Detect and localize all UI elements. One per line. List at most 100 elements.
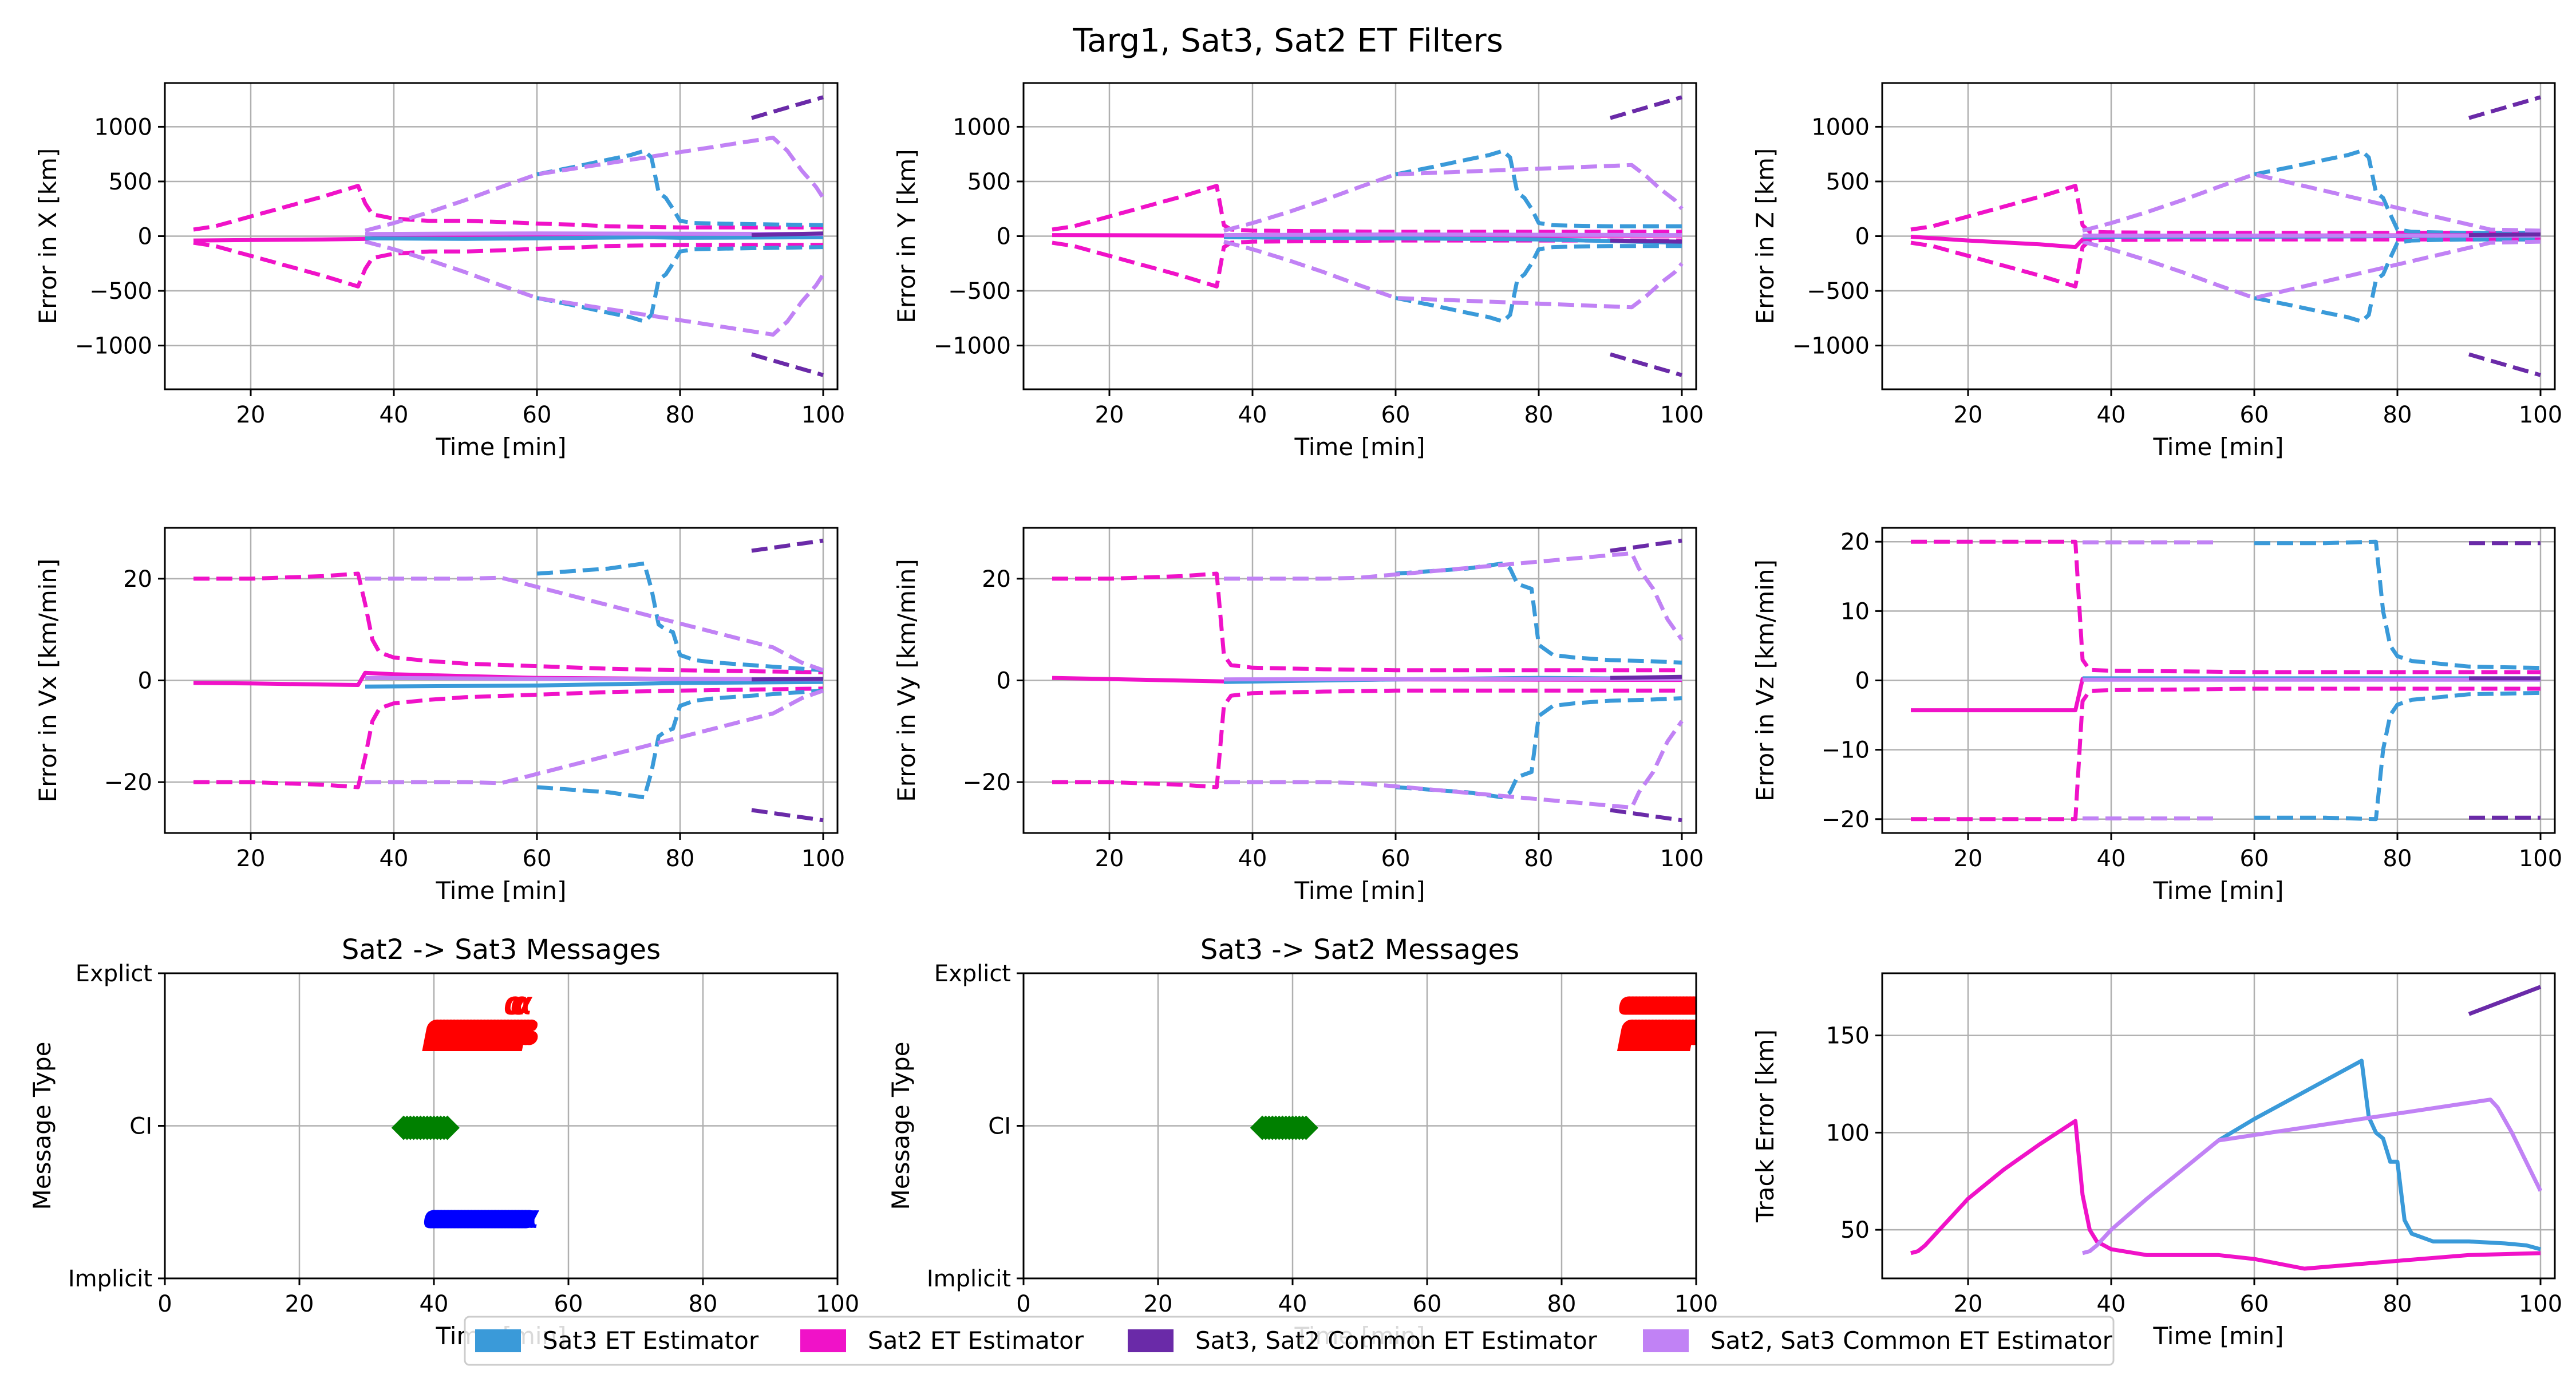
- lower-bound-common32: [751, 352, 824, 377]
- y-tick-label: −500: [89, 278, 152, 305]
- legend-swatch: [1643, 1329, 1689, 1352]
- message-marker: ◆: [418, 1107, 443, 1144]
- y-axis-label: Error in Vy [km/min]: [892, 559, 920, 802]
- message-marker: ◆: [415, 1107, 440, 1144]
- message-marker: α: [1675, 985, 1697, 1022]
- message-marker: α: [504, 1198, 526, 1235]
- x-tick-label: 80: [1547, 1291, 1577, 1317]
- upper-bound-sat3: [1395, 149, 1682, 228]
- y-tick-label: Explict: [76, 961, 152, 987]
- message-marker: α: [1662, 985, 1684, 1022]
- y-tick-label: Explict: [934, 961, 1011, 987]
- series-line-sat2: [1910, 1119, 2541, 1271]
- message-marker: β: [425, 1016, 449, 1053]
- message-marker: α: [457, 1198, 479, 1235]
- lower-bound-sat2: [1911, 686, 2541, 822]
- upper-bound-sat2: [193, 571, 824, 674]
- message-marker: α: [440, 1198, 462, 1235]
- message-marker: β: [429, 1016, 452, 1053]
- y-tick-label: 0: [138, 224, 152, 250]
- message-marker: β: [1677, 1016, 1701, 1053]
- plot-area: [1052, 538, 1684, 823]
- message-marker: α: [1682, 985, 1704, 1022]
- message-marker: α: [443, 1198, 465, 1235]
- upper-bound-sat3: [1395, 561, 1682, 665]
- message-marker: β: [435, 1016, 459, 1053]
- lower-bound-common32: [751, 808, 824, 823]
- y-tick-label: 50: [1840, 1217, 1870, 1243]
- message-marker: α: [460, 1198, 482, 1235]
- x-axis-label: Time [min]: [2152, 433, 2283, 461]
- y-axis-label: Error in Vx [km/min]: [34, 559, 62, 803]
- x-tick-label: 40: [2097, 402, 2126, 428]
- message-marker: β: [456, 1016, 479, 1053]
- y-tick-label: 0: [997, 668, 1011, 694]
- lower-bound-common23: [1223, 239, 1684, 310]
- lower-bound-sat3: [1395, 244, 1682, 323]
- x-tick-label: 100: [801, 402, 845, 428]
- x-tick-label: 20: [1144, 1291, 1173, 1317]
- upper-bound-sat2: [1052, 571, 1682, 673]
- message-marker: ◆: [435, 1107, 460, 1144]
- message-marker: ◆: [1290, 1107, 1315, 1144]
- subplot-evz: 20 40 60 80 100 −20 −10 0 10 20 Time [min] Error in…: [1751, 527, 2562, 905]
- legend-label: Sat2 ET Estimator: [868, 1326, 1084, 1355]
- y-tick-label: 20: [982, 566, 1011, 593]
- y-tick-label: 1000: [94, 114, 152, 140]
- y-tick-label: 0: [1855, 668, 1870, 694]
- y-axis-label: Error in Vz [km/min]: [1751, 559, 1779, 802]
- y-tick-label: −20: [1822, 807, 1870, 833]
- lower-bound-sat3: [2254, 690, 2541, 822]
- message-marker: β: [1620, 1016, 1643, 1053]
- upper-bound-sat3: [2254, 149, 2541, 235]
- x-tick-label: 60: [2240, 846, 2269, 872]
- message-marker: β: [472, 1016, 496, 1053]
- lower-bound-sat2: [1910, 237, 2541, 289]
- message-marker: β: [1674, 1016, 1697, 1053]
- series-line-sat3: [365, 235, 824, 241]
- lower-bound-common32: [1610, 352, 1682, 377]
- message-marker: ◆: [1287, 1107, 1311, 1144]
- message-marker: α: [1631, 985, 1654, 1022]
- subplot-evy: 20 40 60 80 100 −20 0 20 Time [min] Error in Vy […: [892, 527, 1704, 905]
- lower-bound-common32: [2468, 352, 2541, 377]
- x-axis-label: Time [min]: [2152, 876, 2283, 905]
- x-tick-label: 100: [1660, 402, 1704, 428]
- upper-bound-sat2: [1910, 184, 2541, 235]
- message-marker: ◆: [401, 1107, 426, 1144]
- message-marker: α: [480, 1198, 503, 1235]
- y-tick-label: CI: [129, 1114, 152, 1140]
- message-marker: β: [1634, 1016, 1657, 1053]
- plot-area: ααβββββββββββββββββββββββββββββ◆◆◆◆◆◆◆◆◆…: [392, 985, 540, 1235]
- x-tick-label: 40: [2097, 846, 2126, 872]
- y-tick-label: 10: [1840, 598, 1870, 625]
- message-marker: α: [1641, 985, 1664, 1022]
- lower-bound-sat3: [1395, 696, 1682, 800]
- message-marker: ◆: [1277, 1107, 1302, 1144]
- x-tick-label: 40: [1238, 402, 1267, 428]
- subplot-msg23: ααβββββββββββββββββββββββββββββ◆◆◆◆◆◆◆◆◆…: [28, 934, 859, 1350]
- message-marker: α: [1655, 985, 1677, 1022]
- legend-frame: [464, 1316, 2115, 1366]
- message-marker: ◆: [1294, 1107, 1318, 1144]
- message-marker: α: [423, 1198, 445, 1235]
- y-tick-label: −500: [948, 278, 1011, 305]
- message-marker: ◆: [398, 1107, 422, 1144]
- x-axis-label: Time [min]: [2152, 1322, 2283, 1350]
- lower-bound-sat3: [2254, 237, 2541, 323]
- message-marker: β: [1654, 1016, 1677, 1053]
- lower-bound-common23: [365, 688, 824, 785]
- message-marker: ◆: [405, 1107, 429, 1144]
- message-marker: β: [509, 1016, 533, 1053]
- message-marker: β: [516, 1016, 539, 1053]
- figure-title: Targ1, Sat3, Sat2 ET Filters: [1072, 22, 1503, 60]
- legend-swatch: [475, 1329, 521, 1352]
- series-line-common32: [751, 677, 824, 682]
- x-tick-label: 40: [1238, 846, 1267, 872]
- message-marker: α: [1648, 985, 1670, 1022]
- x-tick-label: 60: [2240, 1291, 2269, 1317]
- message-marker: α: [1635, 985, 1657, 1022]
- y-tick-label: 1000: [1811, 114, 1870, 140]
- message-marker: α: [1618, 985, 1640, 1022]
